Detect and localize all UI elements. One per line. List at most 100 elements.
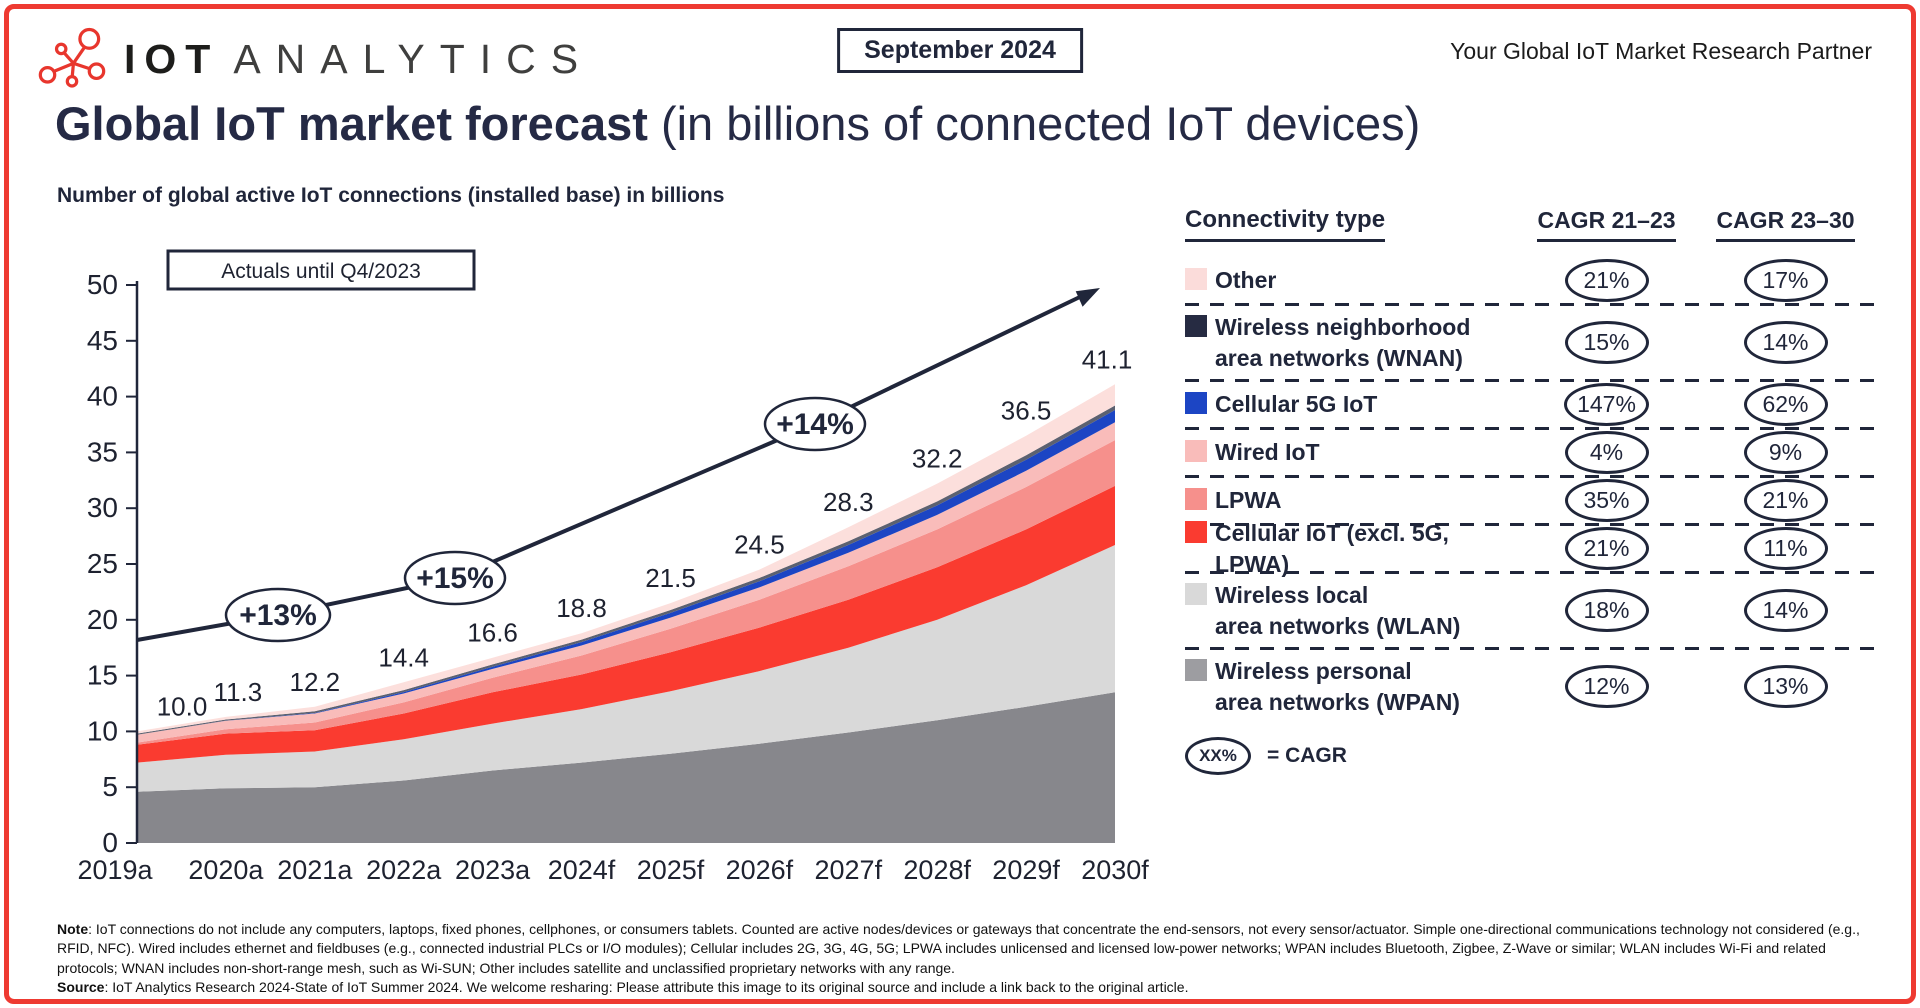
legend-swatch (1185, 583, 1207, 606)
y-tick-label: 25 (87, 548, 118, 579)
total-label: 11.3 (214, 677, 263, 707)
legend-row: Wireless local area networks (WLAN) 18% … (1185, 574, 1875, 647)
cagr-21-23-badge: 12% (1564, 665, 1649, 708)
legend-header-connectivity: Connectivity type (1185, 206, 1517, 242)
tagline: Your Global IoT Market Research Partner (1450, 38, 1872, 64)
title-rest: (in billions of connected IoT devices) (647, 97, 1421, 150)
cagr-23-30-badge: 21% (1743, 479, 1828, 522)
legend-swatch (1185, 268, 1207, 291)
cagr-23-30-badge: 14% (1743, 589, 1828, 632)
total-label: 14.4 (378, 642, 429, 672)
cagr-21-23-badge: 21% (1564, 259, 1649, 302)
legend-label: LPWA (1215, 487, 1282, 514)
x-tick-label: 2021a (277, 855, 353, 885)
cagr-oval (403, 550, 507, 606)
total-label: 36.5 (1001, 396, 1052, 426)
legend-swatch (1185, 659, 1207, 682)
total-label: 41.1 (1082, 344, 1133, 374)
y-tick-label: 45 (87, 325, 118, 356)
legend-row: LPWA 35% 21% (1185, 478, 1875, 523)
legend-row: Wireless personal area networks (WPAN) 1… (1185, 650, 1875, 723)
cagr-21-23-badge: 147% (1564, 383, 1649, 426)
cagr-23-30-badge: 9% (1743, 431, 1828, 474)
y-tick-label: 0 (102, 827, 118, 858)
legend-separator (1185, 475, 1875, 478)
cagr-oval (763, 396, 867, 452)
legend-separator (1185, 379, 1875, 382)
y-tick-label: 5 (102, 771, 118, 802)
cagr-23-30-badge: 11% (1743, 527, 1828, 570)
legend-label: Cellular 5G IoT (1215, 391, 1378, 418)
legend-swatch (1185, 315, 1207, 338)
cagr-key: XX% = CAGR (1185, 737, 1875, 775)
legend-label: Other (1215, 267, 1277, 294)
legend-row: Wireless neighborhood area networks (WNA… (1185, 306, 1875, 379)
legend-separator (1185, 427, 1875, 430)
cagr-23-30-badge: 17% (1743, 259, 1828, 302)
cagr-key-oval: XX% (1185, 737, 1251, 775)
legend-row: Wired IoT 4% 9% (1185, 430, 1875, 475)
total-label: 32.2 (912, 444, 963, 474)
x-tick-label: 2030f (1081, 855, 1149, 885)
area-wireless-local-area-networks-wlan- (137, 545, 1115, 792)
total-label: 21.5 (645, 563, 696, 593)
growth-arrow-head (1075, 288, 1100, 307)
legend-row: Cellular 5G IoT 147% 62% (1185, 382, 1875, 427)
date-badge: September 2024 (837, 28, 1083, 73)
x-tick-label: 2020a (188, 855, 264, 885)
stacked-area-chart: 0 5 10 15 20 25 30 35 40 45 50 2019a 2020a 2021a 2022a… (60, 215, 1160, 910)
cagr-21-23-badge: 18% (1564, 589, 1649, 632)
legend-panel: Connectivity type CAGR 21–23 CAGR 23–30 … (1185, 206, 1875, 775)
y-tick-label: 40 (87, 381, 118, 412)
total-label: 16.6 (467, 618, 518, 648)
legend-label: Wired IoT (1215, 439, 1320, 466)
legend-row: Cellular IoT (excl. 5G, LPWA) 21% 11% (1185, 520, 1875, 577)
x-tick-label: 2027f (815, 855, 883, 885)
cagr-23-30-badge: 62% (1743, 383, 1828, 426)
legend-label: Wireless personal area networks (WPAN) (1215, 658, 1460, 715)
legend-label: Cellular IoT (excl. 5G, LPWA) (1215, 520, 1449, 577)
legend-row: Other 21% 17% (1185, 258, 1875, 303)
cagr-23-30-badge: 13% (1743, 665, 1828, 708)
cagr-21-23-badge: 21% (1564, 527, 1649, 570)
x-tick-label: 2023a (455, 855, 531, 885)
cagr-23-30-badge: 14% (1743, 321, 1828, 364)
cagr-oval-label: +14% (776, 408, 854, 441)
cagr-21-23-badge: 35% (1564, 479, 1649, 522)
x-tick-label: 2019a (77, 855, 153, 885)
footnotes: Note: IoT connections do not include any… (57, 920, 1863, 997)
x-tick-label: 2024f (548, 855, 616, 885)
x-tick-label: 2026f (726, 855, 794, 885)
legend-separator (1185, 303, 1875, 306)
legend-header-cagr-21-23: CAGR 21–23 (1517, 207, 1696, 242)
chart-subtitle: Number of global active IoT connections … (57, 184, 725, 207)
y-tick-label: 50 (87, 269, 118, 300)
note-text: Note: IoT connections do not include any… (57, 921, 1860, 976)
total-label: 28.3 (823, 487, 874, 517)
x-tick-label: 2029f (992, 855, 1060, 885)
cagr-oval-label: +13% (239, 599, 317, 632)
x-tick-label: 2028f (903, 855, 971, 885)
y-tick-label: 15 (87, 660, 118, 691)
area-wireless-personal-area-networks-wpan- (137, 692, 1115, 843)
cagr-oval (224, 587, 332, 643)
y-tick-label: 30 (87, 492, 118, 523)
cagr-21-23-badge: 4% (1564, 431, 1649, 474)
legend-separator (1185, 523, 1875, 526)
legend-header-cagr-23-30: CAGR 23–30 (1696, 207, 1875, 242)
legend-header: Connectivity type CAGR 21–23 CAGR 23–30 (1185, 206, 1875, 242)
total-label: 24.5 (734, 530, 785, 560)
actuals-box (166, 249, 476, 291)
area-cellular-iot-excl-5g-lpwa- (137, 485, 1115, 763)
actuals-box-label: Actuals until Q4/2023 (221, 260, 421, 283)
source-text: Source: IoT Analytics Research 2024-Stat… (57, 978, 1189, 995)
brand-analytics: ANALYTICS (233, 35, 594, 82)
brand-iot: IOT (124, 35, 220, 82)
legend-label: Wireless neighborhood area networks (WNA… (1215, 314, 1471, 371)
x-tick-label: 2025f (637, 855, 705, 885)
cagr-key-text: = CAGR (1267, 744, 1347, 767)
legend-separator (1185, 571, 1875, 574)
title-bold: Global IoT market forecast (55, 97, 648, 150)
legend-swatch (1185, 488, 1207, 511)
cagr-21-23-badge: 15% (1564, 321, 1649, 364)
